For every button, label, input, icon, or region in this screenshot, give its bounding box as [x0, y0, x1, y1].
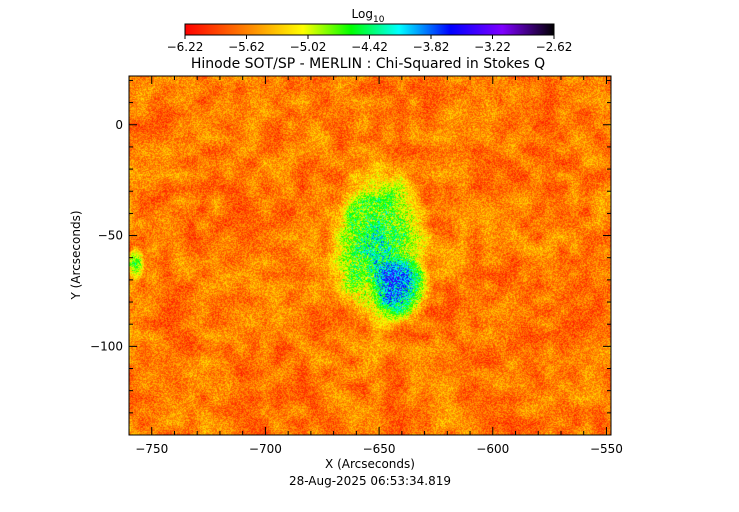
y-tick-label: −50: [98, 229, 123, 243]
heatmap-image: [129, 76, 611, 435]
y-axis: 0 −50 −100: [90, 79, 611, 436]
colorbar-tick-label: −3.22: [474, 40, 511, 54]
colorbar-label: Log10: [352, 7, 385, 25]
colorbar-tick-label: −4.42: [351, 40, 388, 54]
x-tick-label: −650: [363, 442, 396, 456]
x-axis-label: X (Arcseconds): [325, 457, 415, 471]
y-tick-label: −100: [90, 339, 123, 353]
x-tick-label: −700: [249, 442, 282, 456]
timestamp: 28-Aug-2025 06:53:34.819: [289, 474, 451, 488]
colorbar-tick-label: −3.82: [413, 40, 450, 54]
colorbar: [184, 23, 555, 36]
y-tick-label: 0: [115, 118, 123, 132]
x-tick-label: −550: [590, 442, 623, 456]
colorbar-tick-label: −6.22: [167, 40, 204, 54]
y-axis-label: Y (Arcseconds): [69, 210, 83, 300]
chart-title: Hinode SOT/SP - MERLIN : Chi-Squared in …: [191, 56, 545, 72]
colorbar-tick-label: −2.62: [536, 40, 573, 54]
x-tick-label: −750: [135, 442, 168, 456]
colorbar-tick-label: −5.62: [228, 40, 265, 54]
x-tick-label: −600: [476, 442, 509, 456]
x-axis: −750 −700 −650 −600 −550: [128, 76, 623, 456]
plot-frame: [128, 75, 612, 436]
colorbar-ticks: −6.22 −5.62 −5.02 −4.42 −3.82 −3.22 −2.62: [167, 35, 573, 54]
colorbar-tick-label: −5.02: [290, 40, 327, 54]
